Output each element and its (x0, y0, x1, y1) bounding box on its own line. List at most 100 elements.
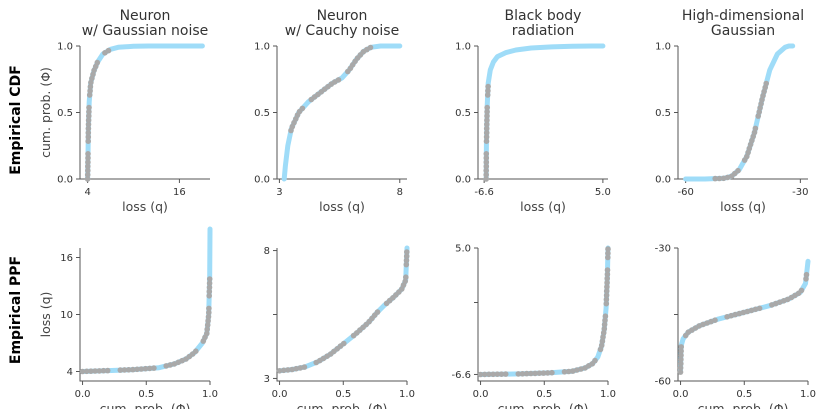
empirical-point (536, 370, 543, 377)
empirical-point (206, 293, 212, 299)
empirical-point (752, 125, 759, 132)
row-label-cdf: Empirical CDF (8, 65, 24, 175)
empirical-point (483, 167, 490, 174)
empirical-point (483, 172, 490, 178)
empirical-point (523, 370, 530, 377)
axis-spine (276, 248, 407, 382)
x-tick-label: 0.5 (736, 389, 752, 400)
x-tick-label: 0.5 (335, 389, 351, 400)
empirical-point (604, 267, 611, 273)
empirical-point (206, 305, 212, 312)
empirical-point (600, 330, 607, 336)
axis-spine (79, 46, 210, 180)
fit-curve (80, 226, 213, 374)
empirical-point (677, 369, 684, 375)
empirical-point (301, 364, 308, 370)
empirical-point (403, 257, 410, 264)
x-tick-label: -30 (792, 187, 808, 198)
axis-spine (477, 46, 608, 180)
panel-blackbody-ppf: 0.0 0.5 1.0 -6.6 5.0 cum. prob. (Φ) (451, 244, 615, 409)
empirical-point (151, 365, 157, 371)
empirical-point (86, 113, 92, 119)
x-tick-label: 0.5 (536, 389, 552, 400)
empirical-point (735, 167, 741, 174)
empirical-point (403, 253, 410, 259)
panel-title-line: w/ Gaussian noise (82, 23, 209, 39)
empirical-point (603, 292, 610, 299)
empirical-point (204, 322, 211, 328)
empirical-point (85, 167, 91, 174)
empirical-point (485, 88, 491, 94)
y-tick-label: 5.0 (455, 244, 471, 255)
y-tick-label: 0.5 (455, 108, 471, 119)
empirical-point (544, 370, 551, 376)
empirical-point (142, 365, 149, 372)
y-tick-label: -30 (655, 244, 671, 255)
panel-title-line: Gaussian (711, 23, 775, 39)
x-axis-label: cum. prob. (Φ) (100, 401, 191, 409)
y-tick-label: 1.0 (254, 42, 270, 53)
x-axis-label: loss (q) (319, 199, 365, 214)
y-tick-label: 3 (264, 374, 270, 385)
empirical-point (134, 366, 140, 373)
empirical-point (402, 278, 409, 285)
empirical-point (483, 125, 490, 132)
x-axis-label: cum. prob. (Φ) (297, 401, 388, 409)
x-tick-label: 1.0 (600, 389, 616, 400)
fit-curve (678, 258, 811, 375)
empirical-point (206, 276, 213, 282)
empirical-point (678, 344, 684, 350)
empirical-point (519, 371, 526, 377)
panel-highdim-gaussian-ppf: 0.0 0.5 1.0 -60 -30 cum. prob. (Φ) (655, 244, 816, 409)
empirical-point (483, 163, 490, 170)
empirical-point (477, 371, 484, 378)
panel-neuron-cauchy-ppf: 0.0 0.5 1.0 3 8 cum. prob. (Φ) (264, 245, 415, 409)
empirical-point (678, 352, 684, 359)
empirical-point (85, 125, 92, 132)
empirical-point (85, 159, 91, 165)
y-tick-label: -60 (655, 377, 671, 388)
empirical-point (130, 366, 136, 373)
empirical-point (100, 367, 107, 374)
empirical-point (117, 367, 124, 373)
empirical-point (803, 276, 809, 282)
y-tick-label: 0.0 (57, 175, 73, 186)
x-tick-label: 0.0 (473, 389, 489, 400)
x-tick-label: 0.0 (75, 389, 91, 400)
axis-spine (79, 248, 210, 382)
panel-neuron-gaussian-ppf: 0.0 0.5 1.0 4 10 16 cum. prob. (Φ) loss (q) (38, 226, 218, 409)
empirical-point (605, 246, 611, 252)
panel-title-line: Black body (505, 8, 582, 24)
empirical-point (367, 44, 374, 51)
y-tick-label: 0.5 (57, 108, 73, 119)
empirical-point (86, 104, 92, 111)
empirical-point (85, 151, 91, 157)
empirical-point (603, 288, 610, 294)
empirical-point (85, 134, 92, 140)
empirical-point (605, 254, 611, 261)
empirical-point (604, 284, 610, 290)
empirical-point (600, 334, 606, 340)
empirical-point (603, 300, 610, 307)
empirical-point (494, 371, 501, 378)
empirical-point (565, 368, 572, 375)
empirical-point (204, 330, 210, 337)
empirical-point (483, 130, 490, 136)
x-tick-label: 1.0 (202, 389, 218, 400)
empirical-point (285, 367, 291, 373)
empirical-point (105, 47, 112, 54)
y-tick-label: 1.0 (455, 42, 471, 53)
y-tick-label: 1.0 (655, 42, 671, 53)
x-tick-label: 4 (84, 187, 90, 198)
empirical-point (94, 59, 101, 66)
x-tick-label: 0.5 (138, 389, 154, 400)
panel-title-line: Neuron (120, 8, 171, 24)
fit-curve (85, 43, 205, 182)
row-label-ppf: Empirical PPF (8, 256, 24, 364)
empirical-point (484, 117, 490, 123)
x-axis-label: loss (q) (720, 199, 766, 214)
empirical-point (602, 317, 608, 324)
